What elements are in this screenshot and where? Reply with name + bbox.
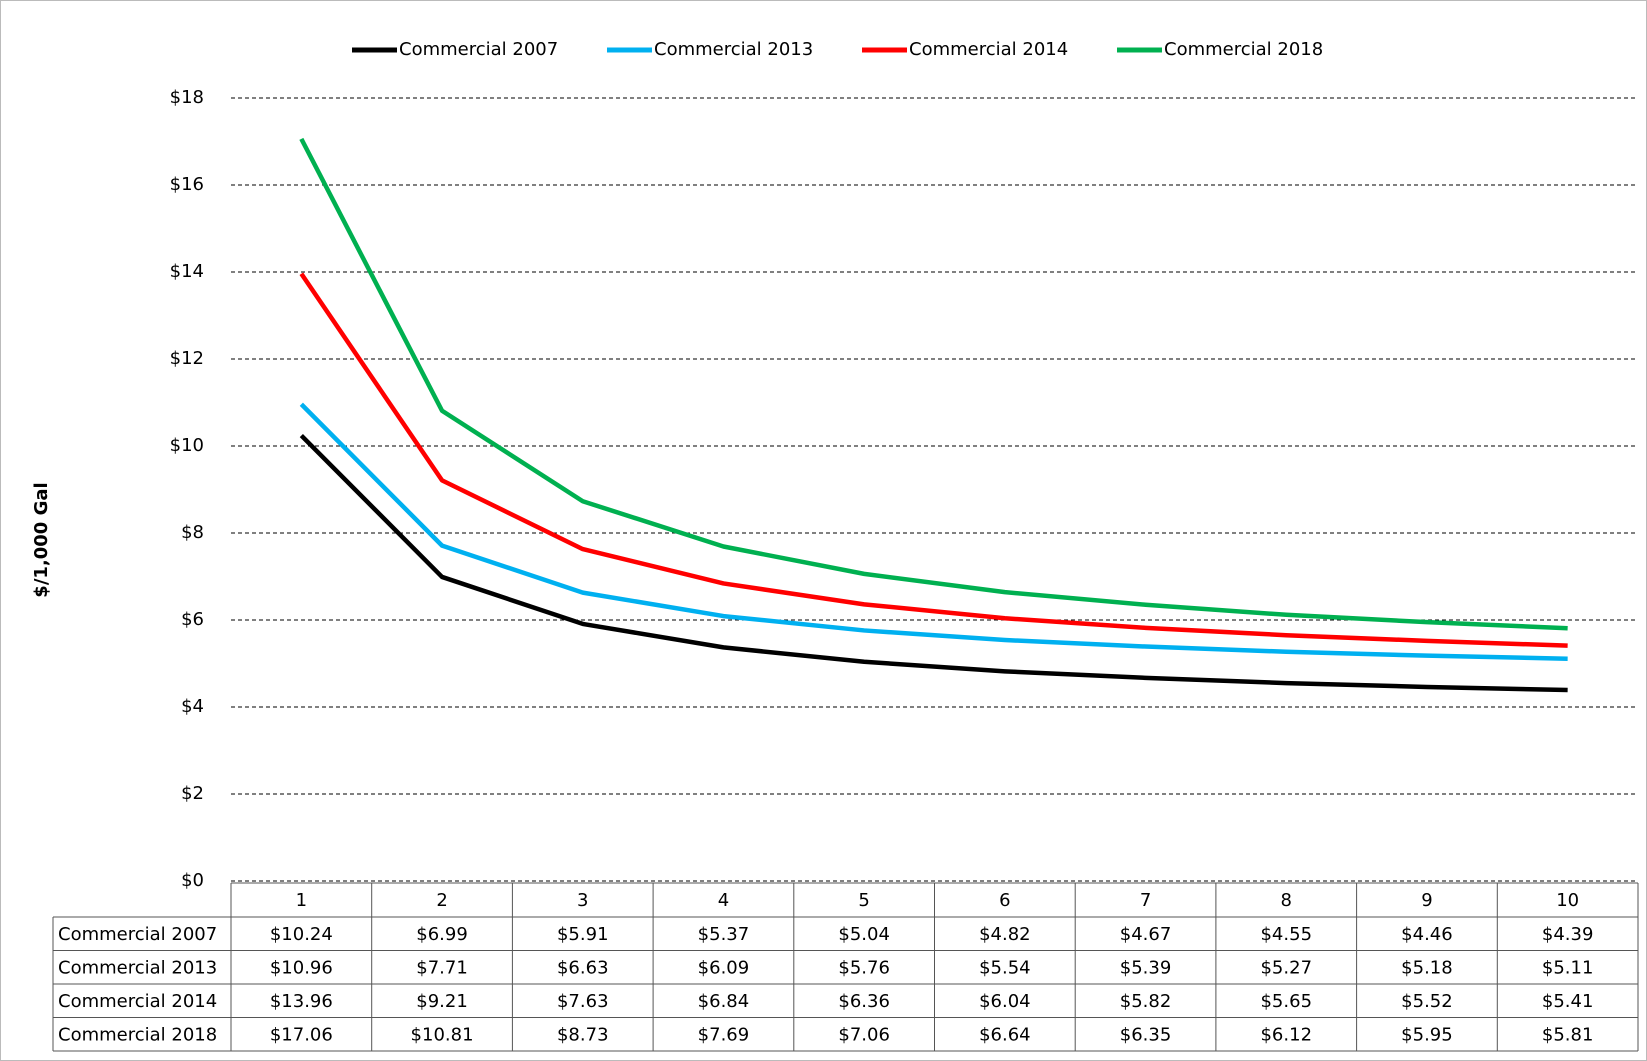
table-cell: $6.99 [416,924,468,945]
table-cell: $6.12 [1260,1024,1312,1045]
y-tick-label: $10 [170,435,204,456]
table-cell: $4.67 [1120,924,1172,945]
table-cell: $5.95 [1401,1024,1453,1045]
table-cell: $6.04 [979,991,1031,1012]
legend-label: Commercial 2014 [909,39,1068,60]
series-line [299,272,1568,648]
table-cell: $9.21 [416,991,468,1012]
table-cell: $4.46 [1401,924,1453,945]
table-cell: $10.24 [270,924,333,945]
y-tick-label: $2 [181,783,204,804]
table-cell: $4.82 [979,924,1031,945]
table-cell: $6.36 [838,991,890,1012]
y-tick-label: $8 [181,522,204,543]
table-cell: $6.09 [698,957,750,978]
y-tick-label: $0 [181,870,204,891]
x-tick-label: 3 [577,890,588,911]
table-cell: $6.63 [557,957,609,978]
x-tick-label: 8 [1281,890,1292,911]
table-cell: $5.27 [1260,957,1312,978]
table-cell: $8.73 [557,1024,609,1045]
table-cell: $6.64 [979,1024,1031,1045]
legend-label: Commercial 2018 [1164,39,1323,60]
table-cell: $5.82 [1120,991,1172,1012]
y-tick-label: $6 [181,609,204,630]
table-cell: $4.39 [1542,924,1594,945]
table-cell: $5.04 [838,924,890,945]
table-row-label: Commercial 2013 [58,957,217,978]
table-cell: $5.81 [1542,1024,1594,1045]
y-tick-label: $16 [170,174,204,195]
table-cell: $7.69 [698,1024,750,1045]
x-tick-label: 2 [436,890,447,911]
table-cell: $4.55 [1260,924,1312,945]
table-cell: $10.81 [411,1024,474,1045]
y-tick-label: $14 [170,261,204,282]
legend-label: Commercial 2013 [654,39,813,60]
series-line [299,402,1568,661]
table-cell: $5.18 [1401,957,1453,978]
y-tick-label: $12 [170,348,204,369]
table-cell: $5.65 [1260,991,1312,1012]
table-cell: $5.39 [1120,957,1172,978]
legend-label: Commercial 2007 [399,39,558,60]
table-cell: $10.96 [270,957,333,978]
y-axis-label: $/1,000 Gal [31,482,52,597]
y-tick-label: $4 [181,696,204,717]
table-cell: $7.63 [557,991,609,1012]
table-cell: $5.91 [557,924,609,945]
table-cell: $6.35 [1120,1024,1172,1045]
table-cell: $5.52 [1401,991,1453,1012]
x-tick-label: 1 [296,890,307,911]
x-tick-label: 5 [858,890,869,911]
table-cell: $13.96 [270,991,333,1012]
x-tick-label: 6 [999,890,1010,911]
table-cell: $5.11 [1542,957,1594,978]
table-cell: $5.37 [698,924,750,945]
x-tick-label: 7 [1140,890,1151,911]
table-cell: $5.54 [979,957,1031,978]
x-tick-label: 4 [718,890,729,911]
table-cell: $5.76 [838,957,890,978]
table-row-label: Commercial 2014 [58,991,217,1012]
table-row-label: Commercial 2018 [58,1024,217,1045]
table-cell: $7.06 [838,1024,890,1045]
table-cell: $7.71 [416,957,468,978]
y-tick-label: $18 [170,87,204,108]
x-tick-label: 10 [1556,890,1579,911]
series-line [299,137,1568,631]
table-row-label: Commercial 2007 [58,924,217,945]
x-tick-label: 9 [1421,890,1432,911]
table-cell: $6.84 [698,991,750,1012]
table-cell: $5.41 [1542,991,1594,1012]
series-line [299,433,1568,693]
table-cell: $17.06 [270,1024,333,1045]
